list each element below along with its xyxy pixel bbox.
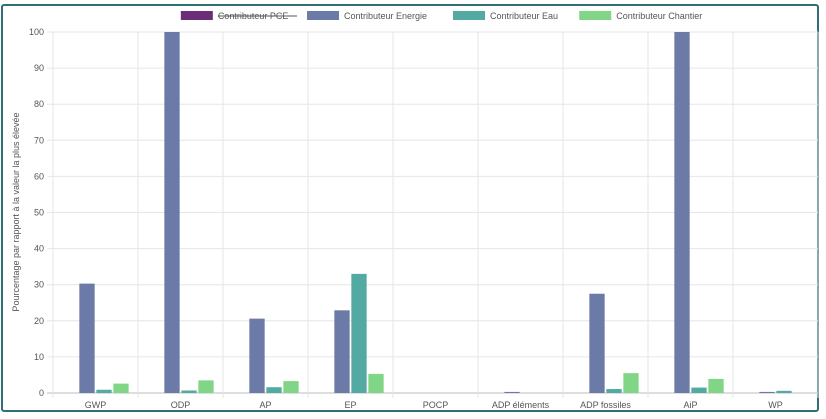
y-tick-label: 30 (34, 280, 44, 290)
y-tick-label: 20 (34, 316, 44, 326)
legend-swatch (307, 11, 340, 20)
y-tick-label: 70 (34, 135, 44, 145)
bar[interactable] (759, 391, 775, 393)
bar[interactable] (674, 32, 690, 393)
x-tick-label: EP (344, 400, 356, 410)
bar-chart: 0 10 20 30 40 50 60 70 80 90 100 GWP ODP AP EP POCP ADP … (11, 11, 819, 410)
x-tick-label: POCP (423, 400, 449, 410)
legend-label: Contributeur Chantier (616, 11, 702, 21)
x-tick-label: GWP (85, 400, 107, 410)
bar[interactable] (504, 391, 520, 393)
bar[interactable] (776, 390, 792, 393)
legend-label: Contributeur Eau (490, 11, 558, 21)
bar[interactable] (266, 387, 282, 393)
bar[interactable] (113, 383, 129, 393)
bar[interactable] (249, 318, 265, 393)
bar[interactable] (198, 380, 214, 393)
legend-label: Contributeur Energie (344, 11, 427, 21)
bar[interactable] (589, 293, 605, 393)
legend-swatch (579, 11, 612, 20)
bar[interactable] (606, 389, 622, 393)
bar[interactable] (181, 390, 197, 393)
bar[interactable] (79, 283, 95, 393)
bar[interactable] (368, 373, 384, 393)
legend-item[interactable]: Contributeur PCE (180, 11, 298, 21)
x-tick-label: WP (768, 400, 783, 410)
bar[interactable] (691, 387, 707, 393)
y-tick-label: 80 (34, 99, 44, 109)
legend-item[interactable]: Contributeur Chantier (579, 11, 702, 21)
x-tick-label: ODP (171, 400, 191, 410)
grid (47, 31, 819, 398)
bar[interactable] (623, 373, 639, 393)
bar[interactable] (96, 389, 112, 393)
y-tick-label: 60 (34, 171, 44, 181)
legend-swatch (180, 11, 213, 20)
bar[interactable] (283, 381, 299, 393)
bar[interactable] (708, 378, 724, 393)
y-tick-label: 10 (34, 352, 44, 362)
x-tick-label: ADP éléments (492, 400, 550, 410)
x-tick-label: AP (259, 400, 271, 410)
bar[interactable] (164, 32, 180, 393)
x-tick-label: AiP (683, 400, 697, 410)
y-tick-label: 100 (29, 27, 44, 37)
bars (79, 32, 792, 393)
bar[interactable] (351, 273, 367, 393)
y-tick-label: 40 (34, 244, 44, 254)
y-tick-label: 0 (39, 388, 44, 398)
legend[interactable]: Contributeur PCE Contributeur Energie Cont… (180, 11, 702, 21)
legend-item[interactable]: Contributeur Energie (307, 11, 427, 21)
axes: 0 10 20 30 40 50 60 70 80 90 100 GWP ODP AP EP POCP ADP … (29, 27, 783, 410)
legend-item[interactable]: Contributeur Eau (453, 11, 558, 21)
x-tick-label: ADP fossiles (580, 400, 631, 410)
y-axis-label: Pourcentage par rapport à la valeur la p… (11, 112, 21, 311)
y-tick-label: 90 (34, 63, 44, 73)
bar[interactable] (334, 310, 350, 393)
y-tick-label: 50 (34, 208, 44, 218)
legend-swatch (453, 11, 486, 20)
chart-frame: 0 10 20 30 40 50 60 70 80 90 100 GWP ODP AP EP POCP ADP … (1, 4, 819, 412)
